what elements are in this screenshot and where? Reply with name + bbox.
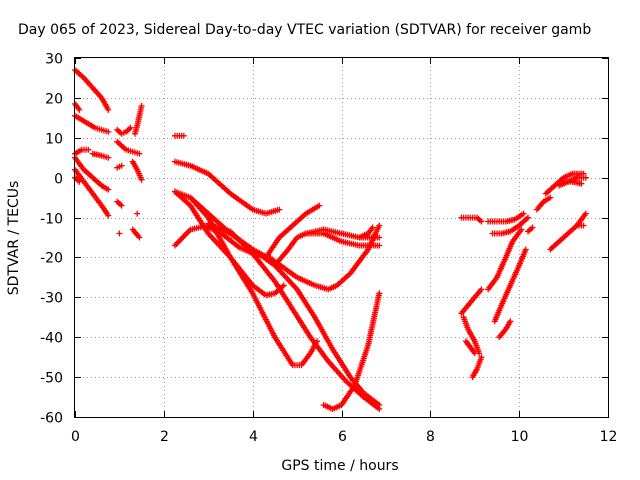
y-tick-label: -20 xyxy=(40,251,63,267)
plot-frame xyxy=(74,57,609,418)
data-point xyxy=(116,230,123,237)
data-point xyxy=(507,318,514,325)
y-tick-label: -10 xyxy=(40,212,63,228)
y-tick-label: -60 xyxy=(40,411,63,427)
data-point xyxy=(136,234,143,241)
data-point xyxy=(529,224,536,231)
data-point xyxy=(138,176,145,183)
data-point xyxy=(314,338,321,345)
x-tick-label: 6 xyxy=(338,429,347,445)
data-point xyxy=(134,210,141,217)
data-point xyxy=(580,222,587,229)
y-tick-label: -40 xyxy=(40,331,63,347)
data-point xyxy=(522,246,529,253)
data-point xyxy=(525,214,531,221)
data-point xyxy=(118,202,125,209)
data-point xyxy=(105,154,112,161)
x-tick-label: 4 xyxy=(249,429,258,445)
x-tick-label: 8 xyxy=(426,429,435,445)
data-point xyxy=(180,132,187,139)
data-point xyxy=(518,226,525,233)
data-point xyxy=(316,202,323,209)
data-point xyxy=(478,354,485,361)
data-point xyxy=(118,162,125,169)
x-tick-label: 2 xyxy=(160,429,169,445)
data-point xyxy=(578,180,585,187)
y-axis-label: SDTVAR / TECUs xyxy=(6,181,22,296)
y-tick-label: 0 xyxy=(54,172,63,188)
y-tick-label: -50 xyxy=(40,371,63,387)
data-point xyxy=(76,178,83,185)
data-point xyxy=(105,106,112,113)
data-point xyxy=(547,194,554,201)
data-point xyxy=(85,146,92,153)
data-point xyxy=(376,242,383,249)
data-point xyxy=(471,350,478,357)
x-tick-label: 10 xyxy=(511,429,529,445)
y-tick-label: -30 xyxy=(40,291,63,307)
data-point xyxy=(376,290,383,297)
data-point xyxy=(582,210,589,217)
data-point xyxy=(76,106,83,113)
chart-title: Day 065 of 2023, Sidereal Day-to-day VTE… xyxy=(18,22,591,38)
data-point xyxy=(136,150,143,157)
data-point xyxy=(276,206,283,213)
y-tick-label: 20 xyxy=(45,92,63,108)
data-points xyxy=(72,67,589,412)
axis-ticks: 0 2 4 6 8 10 12 -60 -50 -40 -30 -20 -10 0 10 20 30 xyxy=(40,52,617,446)
y-tick-label: 10 xyxy=(45,132,63,148)
x-tick-label: 12 xyxy=(600,429,618,445)
data-point xyxy=(376,234,383,241)
x-tick-label: 0 xyxy=(71,429,80,445)
data-point xyxy=(478,286,485,293)
y-tick-label: 30 xyxy=(45,52,63,68)
data-point xyxy=(376,222,383,229)
data-point xyxy=(520,210,527,217)
data-point xyxy=(138,102,145,109)
data-point xyxy=(478,218,485,225)
data-point xyxy=(105,186,112,193)
data-point xyxy=(582,174,589,181)
data-point xyxy=(127,124,134,131)
data-point xyxy=(105,128,112,135)
data-point xyxy=(280,282,287,289)
data-point xyxy=(376,402,383,408)
data-point xyxy=(105,212,112,219)
x-axis-label: GPS time / hours xyxy=(281,458,398,474)
data-point xyxy=(369,224,376,231)
